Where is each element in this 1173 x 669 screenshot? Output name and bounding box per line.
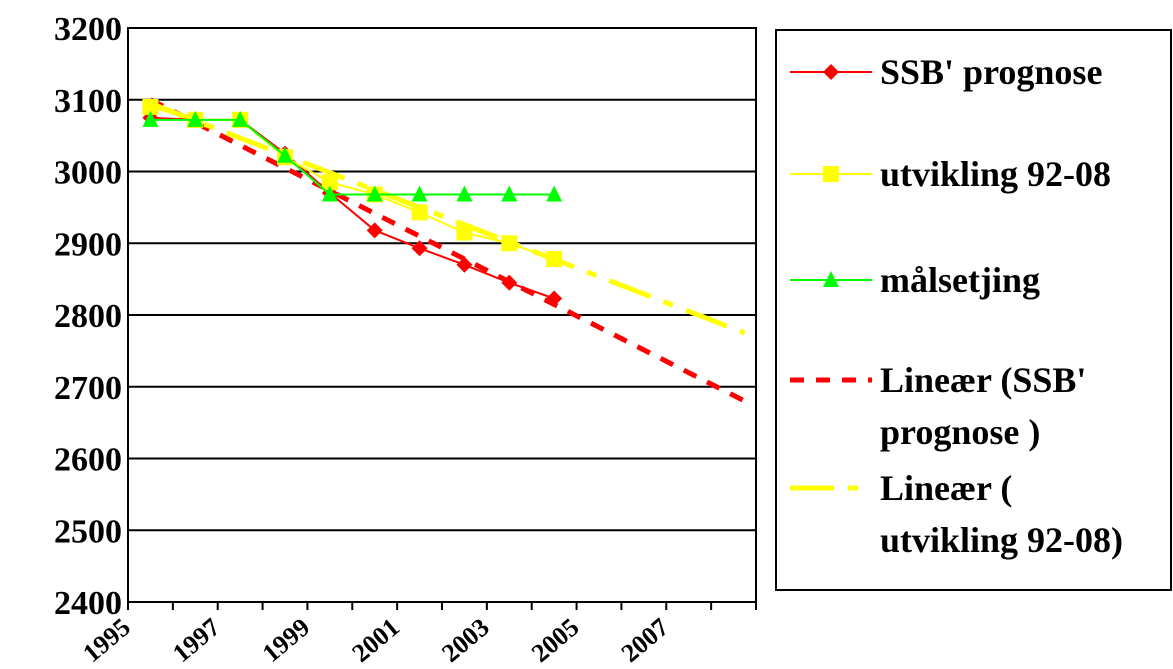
- y-tick-label: 2800: [54, 298, 122, 335]
- y-tick-label: 3100: [54, 83, 122, 120]
- data-point: [546, 185, 563, 202]
- legend-label: SSB' prognose: [880, 52, 1102, 92]
- data-point: [823, 271, 839, 287]
- y-axis: 2400 2500 2600 2700 2800 2900 3000 3100 3200: [54, 11, 122, 622]
- x-axis: 1995 1997 1999 2001 2003 2005 2007: [77, 602, 757, 668]
- data-point: [501, 185, 518, 202]
- data-point: [187, 110, 204, 127]
- data-point: [366, 185, 383, 202]
- data-point: [456, 256, 473, 273]
- data-point: [501, 235, 518, 252]
- data-point: [411, 240, 428, 257]
- trendlines: [149, 97, 746, 404]
- data-point: [142, 110, 159, 127]
- legend-label: Lineær (: [880, 468, 1012, 508]
- x-tick-label: 1997: [167, 612, 225, 668]
- legend-label: prognose ): [880, 412, 1040, 452]
- x-tick-label: 2005: [526, 612, 584, 668]
- x-tick-label: 1999: [257, 612, 315, 668]
- series-line: [150, 116, 555, 300]
- data-point: [823, 64, 839, 80]
- y-tick-label: 3200: [54, 11, 122, 48]
- legend-label: utvikling 92-08): [880, 520, 1123, 560]
- data-point: [456, 224, 473, 241]
- series-line: [150, 118, 555, 196]
- y-tick-label: 2600: [54, 442, 122, 479]
- data-point: [456, 185, 473, 202]
- data-point: [142, 98, 159, 115]
- trendline: [149, 101, 746, 336]
- data-point: [411, 185, 428, 202]
- data-point: [232, 110, 249, 127]
- data-point: [277, 146, 293, 163]
- legend-label: målsetjing: [880, 260, 1040, 300]
- data-point: [321, 174, 338, 191]
- legend-box: [775, 29, 1172, 591]
- legend-label: Lineær (SSB': [880, 360, 1086, 400]
- data-point: [823, 166, 839, 182]
- x-tick-label: 2001: [347, 612, 405, 668]
- x-tick-label: 2007: [616, 612, 674, 668]
- y-tick-label: 2400: [54, 585, 122, 622]
- data-series: [142, 98, 563, 307]
- legend: SSB' prognose utvikling 92-08 målsetjing L…: [775, 29, 1172, 591]
- x-tick-label: 2003: [436, 612, 494, 668]
- data-point: [411, 204, 428, 221]
- data-point: [546, 290, 563, 307]
- trendline: [149, 97, 746, 404]
- y-tick-label: 2700: [54, 370, 122, 407]
- legend-label: utvikling 92-08: [880, 154, 1111, 194]
- y-tick-label: 2500: [54, 513, 122, 550]
- y-tick-label: 2900: [54, 226, 122, 263]
- data-point: [501, 274, 518, 291]
- data-point: [321, 185, 338, 202]
- data-point: [366, 222, 383, 239]
- data-point: [546, 251, 563, 268]
- grid-lines: [128, 98, 756, 532]
- y-tick-label: 3000: [54, 155, 122, 192]
